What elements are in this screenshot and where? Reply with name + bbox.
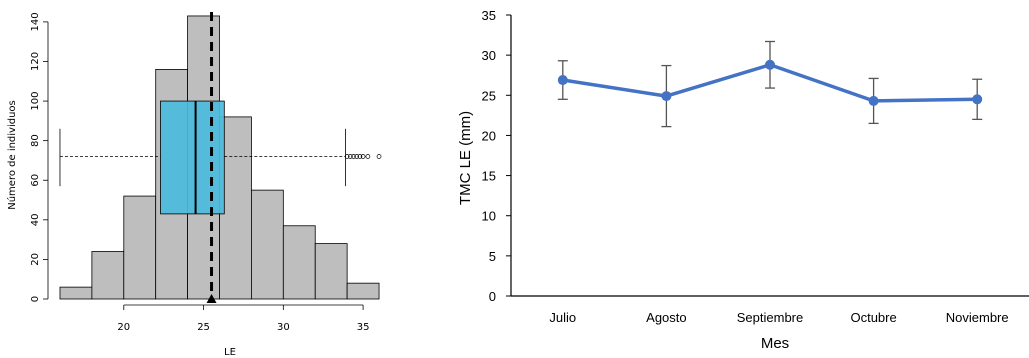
- histogram-bar: [346, 282, 380, 300]
- hist-y-label: Número de individuos: [6, 100, 18, 210]
- histogram-bar: [123, 195, 157, 300]
- line-x-tick-label: Agosto: [646, 310, 686, 325]
- histogram-panel: 0 20 40 60 80 100 120 140 20 25 30 35 LE Número de…: [6, 12, 382, 358]
- hist-y-tick-label: 0: [30, 296, 41, 302]
- line-y-tick-label: 20: [482, 128, 496, 143]
- histogram-bar: [59, 286, 93, 300]
- data-point: [972, 94, 983, 105]
- data-point: [765, 59, 775, 70]
- hist-y-tick-label: 40: [30, 213, 41, 226]
- line-y-tick-label: 25: [482, 88, 496, 103]
- hist-x-tick-label: 20: [117, 322, 130, 333]
- line-y-tick-label: 0: [489, 289, 496, 304]
- histogram-bar: [91, 251, 125, 300]
- line-y-label: TMC LE (mm): [457, 111, 474, 205]
- data-point: [661, 91, 672, 102]
- line-x-tick-label: Noviembre: [946, 310, 1009, 325]
- line-y-tick-label: 35: [482, 8, 496, 23]
- hist-x-tick-label: 25: [197, 322, 210, 333]
- line-y-tick-label: 30: [482, 48, 496, 63]
- hist-y-tick-label: 20: [30, 253, 41, 266]
- hist-x-label: LE: [224, 347, 236, 358]
- outlier-point: [365, 154, 371, 159]
- hist-y-tick-label: 120: [30, 52, 41, 71]
- hist-y-tick-label: 140: [30, 12, 41, 31]
- box-iqr: [160, 100, 225, 215]
- hist-y-tick-label: 60: [30, 174, 41, 187]
- histogram-bar: [251, 189, 284, 300]
- outlier-point: [347, 154, 353, 159]
- outlier-point: [357, 154, 363, 159]
- outlier-point: [351, 154, 356, 159]
- hist-x-axis: 20 25 30 35: [117, 304, 370, 333]
- line-chart-panel: 0 5 10 15 20 25 30 35 Julio Agosto Septiembre Octu…: [457, 8, 1029, 352]
- hist-y-tick-label: 80: [30, 134, 41, 147]
- outlier-point: [376, 154, 382, 159]
- boxplot: [59, 100, 382, 215]
- hist-x-tick-label: 35: [357, 322, 370, 333]
- line-x-tick-label: Octubre: [850, 310, 896, 325]
- line-series: [557, 59, 983, 106]
- hist-x-tick-label: 30: [277, 322, 290, 333]
- data-point: [868, 95, 879, 106]
- histogram-bar: [314, 243, 348, 300]
- line-x-tick-label: Septiembre: [737, 310, 803, 325]
- line-y-tick-label: 15: [482, 169, 496, 184]
- data-point: [557, 75, 568, 86]
- line-x-axis: Julio Agosto Septiembre Octubre Noviembre: [511, 295, 1029, 325]
- line-x-tick-label: Julio: [549, 310, 576, 325]
- outlier-point: [354, 154, 360, 159]
- line-y-tick-label: 5: [489, 249, 496, 264]
- mean-line-group: [206, 12, 217, 303]
- histogram-bar: [282, 225, 316, 300]
- line-x-label: Mes: [761, 335, 789, 352]
- hist-y-axis: 0 20 40 60 80 100 120 140: [30, 12, 49, 302]
- outlier-point: [360, 154, 366, 159]
- line-y-tick-label: 10: [482, 209, 496, 224]
- error-bars: [557, 40, 983, 128]
- hist-y-tick-label: 100: [30, 92, 41, 111]
- histogram-bar: [219, 116, 252, 300]
- mean-marker: [206, 294, 217, 303]
- outlier-point: [344, 154, 350, 159]
- line-y-axis: 0 5 10 15 20 25 30 35: [482, 8, 512, 304]
